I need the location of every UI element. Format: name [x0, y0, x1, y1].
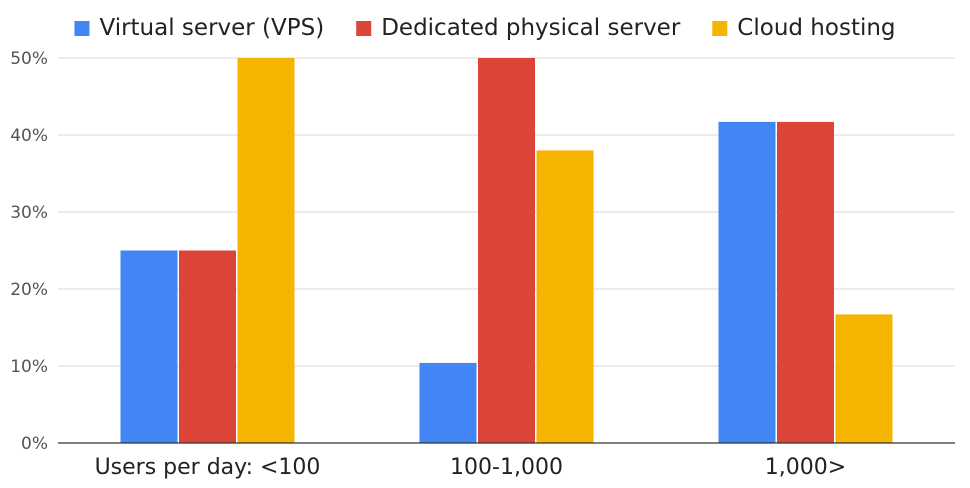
legend-item: Cloud hosting: [712, 15, 896, 41]
bar-1-3: [718, 121, 776, 443]
bar-2-3: [777, 121, 834, 443]
legend-item: Dedicated physical server: [356, 15, 681, 41]
x-tick-label: 1,000>: [765, 455, 846, 480]
bar-3-2: [536, 150, 594, 443]
legend-label: Cloud hosting: [737, 15, 895, 41]
bar-3-1: [237, 58, 295, 443]
legend: Virtual server (VPS) Dedicated physical s…: [74, 15, 896, 41]
bar-3-3: [835, 314, 893, 443]
legend-swatch: [356, 21, 372, 36]
y-tick-label: 20%: [10, 280, 48, 300]
legend-item: Virtual server (VPS): [74, 15, 324, 41]
axes: Users per day: <100 100-1,000 1,000>: [58, 442, 955, 480]
x-tick-label: Users per day: <100: [95, 455, 321, 480]
bars: [120, 58, 893, 443]
bar-1-1: [120, 250, 178, 443]
y-tick-label: 0%: [21, 434, 48, 454]
y-tick-label: 10%: [10, 357, 48, 377]
legend-swatch: [74, 21, 90, 36]
y-tick-label: 30%: [10, 203, 48, 223]
bar-1-2: [419, 362, 477, 443]
x-tick-label: 100-1,000: [450, 455, 563, 480]
legend-swatch: [712, 21, 728, 36]
y-tick-label: 50%: [10, 49, 48, 69]
legend-label: Virtual server (VPS): [99, 15, 324, 41]
y-tick-label: 40%: [10, 126, 48, 146]
bar-2-2: [478, 58, 535, 443]
bar-2-1: [179, 250, 236, 443]
legend-label: Dedicated physical server: [381, 15, 681, 41]
